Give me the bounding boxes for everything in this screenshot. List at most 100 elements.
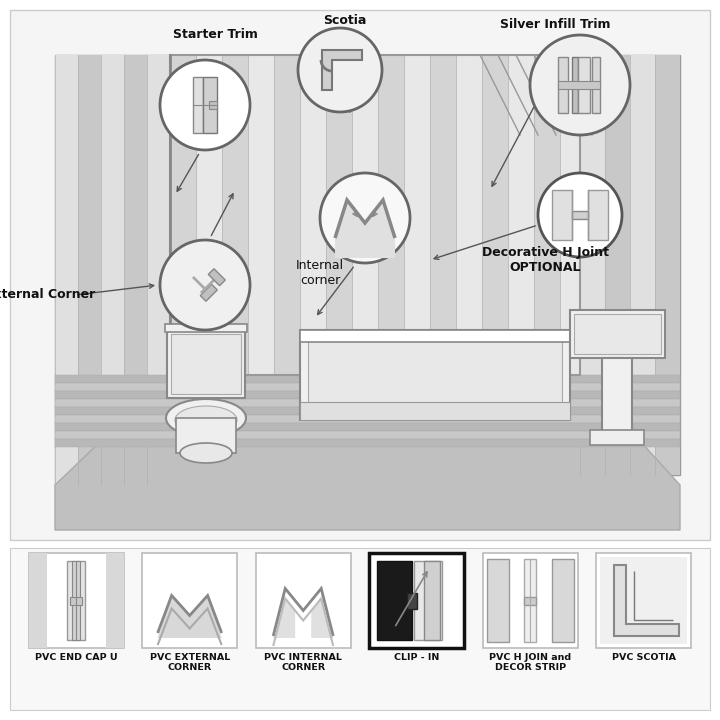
Text: External Corner: External Corner — [0, 289, 95, 302]
Bar — [552, 190, 572, 240]
Bar — [300, 55, 326, 375]
Bar — [578, 57, 590, 113]
Bar — [72, 561, 80, 640]
Bar — [572, 57, 578, 113]
Bar — [558, 81, 600, 89]
Bar — [456, 55, 482, 375]
Bar — [574, 314, 661, 354]
Bar — [106, 553, 124, 648]
Bar — [524, 559, 536, 642]
Bar — [170, 55, 580, 375]
Polygon shape — [322, 50, 362, 90]
Bar — [170, 55, 580, 375]
Circle shape — [530, 35, 630, 135]
Circle shape — [298, 28, 382, 112]
Bar — [55, 439, 680, 447]
Bar — [171, 334, 241, 394]
Bar — [300, 402, 570, 420]
Bar — [176, 418, 236, 453]
Bar — [165, 324, 247, 332]
Text: Decorative H Joint
OPTIONAL: Decorative H Joint OPTIONAL — [482, 246, 608, 274]
Ellipse shape — [180, 443, 232, 463]
Polygon shape — [158, 595, 222, 638]
Bar — [408, 593, 418, 608]
Bar — [124, 55, 147, 485]
Bar — [605, 55, 630, 475]
Bar — [580, 55, 680, 475]
Polygon shape — [208, 269, 225, 286]
Bar — [602, 358, 632, 438]
Bar — [552, 559, 574, 642]
Circle shape — [538, 173, 622, 257]
Bar — [170, 55, 196, 375]
Bar — [256, 553, 351, 648]
Bar — [300, 330, 570, 342]
Bar — [630, 55, 655, 475]
Polygon shape — [200, 284, 217, 301]
Bar — [534, 55, 560, 375]
Bar — [78, 55, 101, 485]
Bar — [592, 57, 600, 113]
Text: CLIP - IN: CLIP - IN — [394, 653, 439, 662]
Bar — [101, 55, 124, 485]
Bar — [55, 431, 680, 439]
Bar — [524, 596, 536, 605]
Text: Internal
corner: Internal corner — [296, 259, 344, 287]
Bar — [10, 10, 710, 540]
Bar — [482, 55, 508, 375]
Text: Starter Trim: Starter Trim — [173, 29, 258, 42]
Bar — [55, 423, 680, 431]
Text: PVC END CAP U: PVC END CAP U — [35, 653, 117, 662]
Text: PVC EXTERNAL
CORNER: PVC EXTERNAL CORNER — [150, 653, 230, 672]
Text: Scotia: Scotia — [323, 14, 366, 27]
Polygon shape — [55, 375, 680, 530]
Bar — [55, 55, 170, 485]
Text: Silver Infill Trim: Silver Infill Trim — [500, 19, 610, 32]
Bar — [70, 596, 82, 605]
Bar — [326, 55, 352, 375]
Bar — [67, 561, 85, 640]
Bar — [378, 55, 404, 375]
Bar — [377, 561, 413, 640]
Bar — [29, 553, 47, 648]
Bar — [655, 55, 680, 475]
Bar — [570, 310, 665, 358]
Polygon shape — [311, 593, 333, 638]
Bar — [483, 553, 578, 648]
Bar — [142, 553, 237, 648]
Bar — [29, 553, 124, 648]
Circle shape — [320, 173, 410, 263]
Bar — [308, 338, 562, 412]
Bar — [193, 77, 203, 133]
Bar — [209, 101, 217, 109]
Bar — [55, 399, 680, 407]
Bar — [167, 330, 245, 398]
Bar — [596, 553, 691, 648]
Bar — [558, 57, 568, 113]
Bar — [203, 77, 217, 133]
Bar — [55, 407, 680, 415]
Bar — [55, 383, 680, 391]
Bar — [248, 55, 274, 375]
Bar — [274, 55, 300, 375]
Bar — [560, 55, 580, 375]
Bar — [404, 55, 430, 375]
Bar — [508, 55, 534, 375]
Bar — [600, 557, 688, 644]
Ellipse shape — [175, 406, 237, 434]
Bar — [572, 211, 588, 219]
Circle shape — [160, 60, 250, 150]
Bar — [10, 548, 710, 710]
Bar — [55, 391, 680, 399]
Bar — [147, 55, 170, 485]
Text: PVC INTERNAL
CORNER: PVC INTERNAL CORNER — [264, 653, 342, 672]
Text: PVC SCOTIA: PVC SCOTIA — [612, 653, 676, 662]
Polygon shape — [335, 200, 395, 258]
Bar — [300, 330, 570, 420]
Bar — [196, 55, 222, 375]
Bar — [430, 55, 456, 375]
Text: PVC H JOIN and
DECOR STRIP: PVC H JOIN and DECOR STRIP — [490, 653, 572, 672]
Bar — [487, 559, 509, 642]
Bar — [55, 55, 78, 485]
Bar — [580, 55, 605, 475]
